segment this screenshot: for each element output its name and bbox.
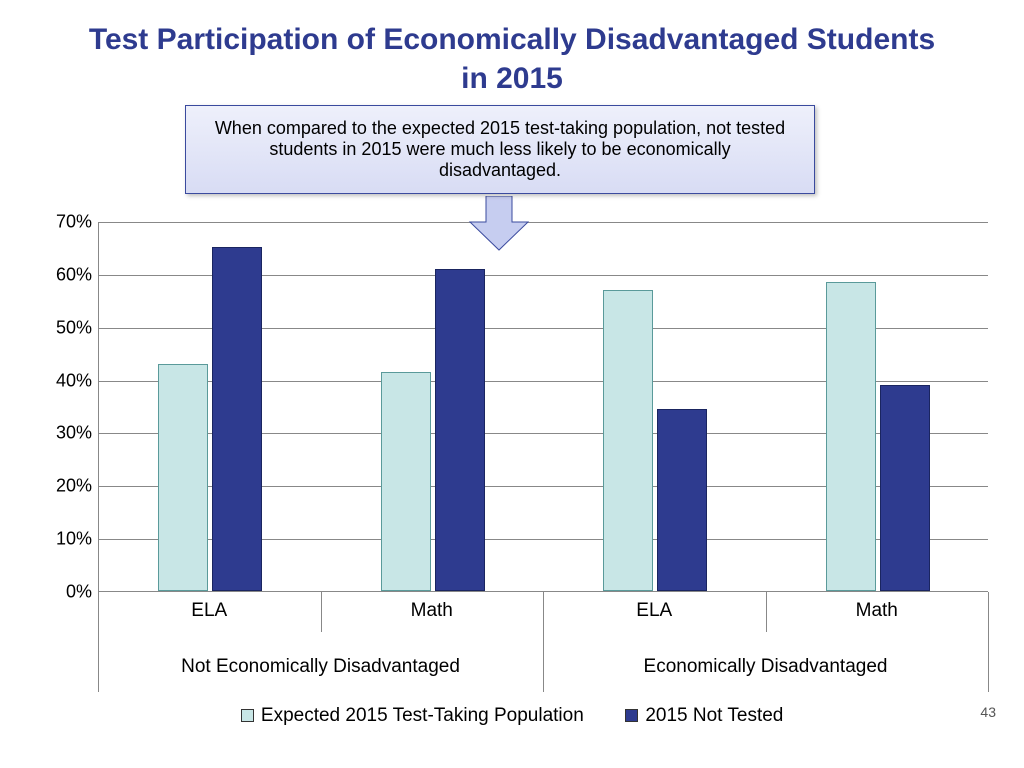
bar bbox=[603, 290, 653, 591]
legend-swatch-icon bbox=[241, 709, 254, 722]
axis-divider bbox=[766, 592, 767, 632]
callout-arrow-icon bbox=[464, 196, 534, 256]
x-subgroup-label: ELA bbox=[98, 600, 321, 622]
chart-area: 0%10%20%30%40%50%60%70% bbox=[48, 222, 988, 622]
y-axis-label: 50% bbox=[48, 317, 92, 338]
x-subgroup-label: Math bbox=[766, 600, 989, 622]
x-group-label: Economically Disadvantaged bbox=[543, 648, 988, 678]
legend-label: 2015 Not Tested bbox=[645, 705, 783, 726]
gridline bbox=[99, 222, 988, 223]
axis-divider bbox=[988, 592, 989, 692]
y-axis-label: 10% bbox=[48, 529, 92, 550]
axis-divider bbox=[321, 592, 322, 632]
bar bbox=[381, 372, 431, 591]
legend-item-expected: Expected 2015 Test-Taking Population bbox=[241, 705, 584, 727]
bar bbox=[880, 385, 930, 591]
plot-area bbox=[98, 222, 988, 592]
legend-label: Expected 2015 Test-Taking Population bbox=[261, 705, 584, 726]
bar bbox=[826, 282, 876, 591]
callout-box: When compared to the expected 2015 test-… bbox=[185, 105, 815, 194]
bar bbox=[158, 364, 208, 591]
legend: Expected 2015 Test-Taking Population 201… bbox=[0, 705, 1024, 727]
legend-swatch-icon bbox=[625, 709, 638, 722]
x-subgroup-label: ELA bbox=[543, 600, 766, 622]
y-axis-label: 70% bbox=[48, 212, 92, 233]
y-axis-label: 60% bbox=[48, 264, 92, 285]
x-group-label: Not Economically Disadvantaged bbox=[98, 648, 543, 678]
bar bbox=[435, 269, 485, 591]
bar bbox=[212, 247, 262, 591]
bar bbox=[657, 409, 707, 591]
y-axis-label: 0% bbox=[48, 582, 92, 603]
chart-title: Test Participation of Economically Disad… bbox=[0, 0, 1024, 108]
x-subgroup-label: Math bbox=[321, 600, 544, 622]
y-axis-label: 20% bbox=[48, 476, 92, 497]
legend-item-not-tested: 2015 Not Tested bbox=[625, 705, 783, 727]
y-axis-label: 30% bbox=[48, 423, 92, 444]
y-axis-label: 40% bbox=[48, 370, 92, 391]
page-number: 43 bbox=[980, 704, 996, 720]
